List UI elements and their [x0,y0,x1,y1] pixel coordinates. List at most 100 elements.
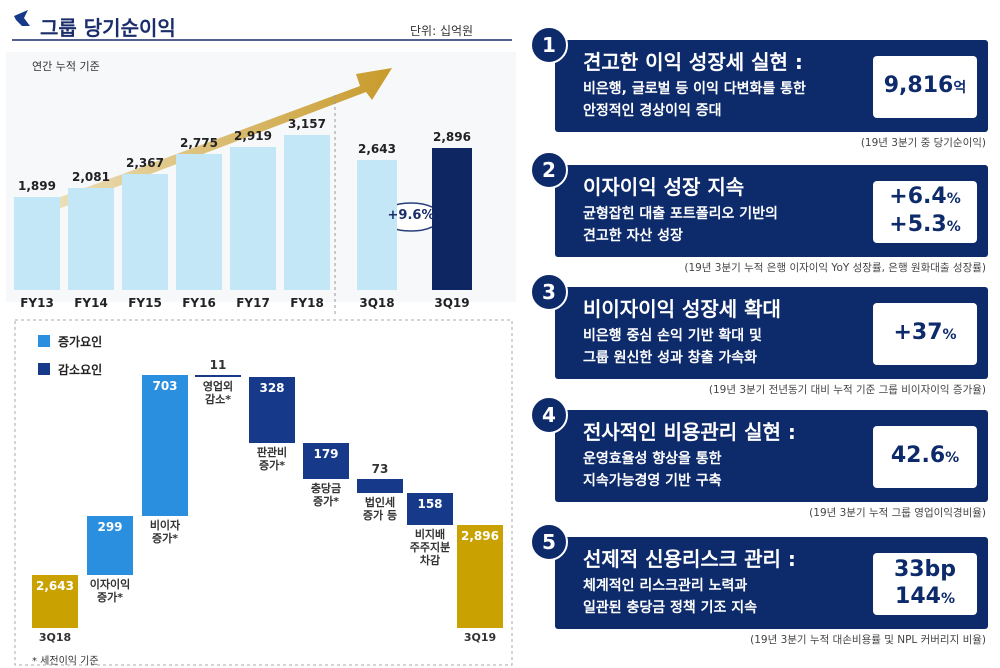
bar [432,148,472,290]
footnote: * 세전이익 기준 [32,656,99,667]
card: 견고한 이익 성장세 실현 : 비은행, 글로벌 등 이익 다변화를 통한 안정적… [555,40,988,132]
card-note: (19년 3분기 누적 은행 이자이익 YoY 성장률, 은행 원화대출 성장률… [684,262,986,274]
value-label: 1,899 [18,178,56,193]
bar [14,196,60,290]
card-note: (19년 3분기 전년동기 대비 누적 기준 그룹 비이자이익 증가율) [708,384,986,396]
step-number: 2 [542,158,556,182]
value-label: 3,157 [288,117,326,132]
value-row: 144% [895,584,955,612]
value-unit: 억 [953,80,967,96]
value-label: 179 [313,446,339,461]
card-description: 비은행, 글로벌 등 이익 다변화를 통한 안정적인 경상이익 증대 [583,81,806,119]
step-number: 4 [542,403,556,427]
card-description: 균형잡힌 대출 포트폴리오 기반의 견고한 자산 성장 [583,206,778,244]
value-label: 11 [209,358,227,372]
value-unit: % [946,219,961,235]
step-number: 1 [542,33,556,57]
unit: 단위: 십억원 [410,24,474,38]
value-label: 2,919 [234,128,272,143]
card-description: 운영효율성 향상을 통한 지속가능경영 기반 구축 [583,451,722,489]
x-tick-label: FY17 [236,296,270,310]
waterfall-panel [14,319,513,666]
value-number: +37 [893,320,943,345]
logo-icon [14,10,30,26]
step-number: 3 [542,280,556,304]
x-tick-label: FY13 [20,296,54,310]
bar [176,154,222,290]
value-number: 144 [895,583,941,609]
x-tick-label: FY15 [128,296,162,310]
value-label: 2,896 [461,528,499,543]
x-tick-label: 3Q19 [434,296,470,310]
value-row: 33bp [894,557,956,584]
value-row: 42.6% [891,443,959,471]
x-tick-label: 법인세 증가 등 [362,496,398,523]
step-number: 5 [542,530,556,554]
value-row: 9,816억 [884,73,966,101]
value-row: +6.4% [889,184,960,212]
x-tick-label: 판관비 증가* [256,445,288,472]
value-label: 73 [371,461,389,476]
legend-label: 증가요인 [58,335,103,349]
waterfall-bar [142,375,188,516]
subtitle: 연간 누적 기준 [32,60,100,73]
card-title: 견고한 이익 성장세 실현 : [583,50,803,74]
x-tick-label: 충당금 증가* [310,481,342,508]
bar [122,174,168,290]
bar [284,135,330,290]
value-label: 2,896 [433,130,471,145]
value-box: 9,816억 [873,56,977,118]
value-number: 33bp [893,556,957,582]
x-tick-label: FY16 [182,296,216,310]
waterfall-bar [32,575,78,628]
value-label: 328 [259,381,285,396]
value-label: 703 [152,379,178,393]
card-description: 비은행 중심 손익 기반 확대 및 그룹 원신한 성과 창출 가속화 [583,328,762,366]
value-label: 2,643 [36,579,74,594]
card-title: 전사적인 비용관리 실현 : [583,420,796,444]
x-tick-label: FY14 [74,296,108,310]
step-badge: 3 [530,273,568,311]
waterfall-bar [457,524,503,628]
value-unit: % [946,191,961,207]
value-unit: % [942,327,957,343]
value-label: 2,081 [72,170,110,185]
waterfall-bar [407,493,453,525]
value-row: +5.3% [889,212,960,240]
value-number: 42.6 [890,443,946,468]
waterfall-bar [303,442,349,479]
card: 전사적인 비용관리 실현 : 운영효율성 향상을 통한 지속가능경영 기반 구축 4… [555,410,988,502]
annotation: +9.6% [387,208,435,223]
x-tick-label: 이자이익 증가* [89,578,131,605]
value-label: 158 [417,497,443,512]
value-box: +6.4% +5.3% [873,181,977,243]
x-tick-label: 3Q19 [463,631,497,644]
card-title: 선제적 신용리스크 관리 : [583,547,796,571]
value-label: 299 [97,519,123,534]
value-box: 42.6% [873,426,977,488]
x-tick-label: 비이자 증가* [149,518,181,545]
x-tick-label: 3Q18 [359,296,395,310]
card-description: 체계적인 리스크관리 노력과 일관된 충당금 정책 기조 지속 [583,578,758,616]
legend-label: 감소요인 [58,363,103,377]
step-badge: 4 [530,396,568,434]
card: 선제적 신용리스크 관리 : 체계적인 리스크관리 노력과 일관된 충당금 정책 … [555,537,988,629]
bar [357,160,397,290]
value-unit: % [945,450,960,466]
card-title: 이자이익 성장 지속 [583,175,745,199]
card-note: (19년 3분기 중 당기순이익) [860,137,986,149]
value-label: 2,775 [180,136,218,151]
bar [68,188,114,290]
waterfall-bar [87,515,133,576]
value-number: +6.4 [889,184,947,209]
x-tick-label: 영업외 감소* [202,380,234,407]
card-title: 비이자이익 성장세 확대 [583,297,781,321]
x-tick-label: FY18 [290,296,324,310]
waterfall-bar [249,377,295,443]
value-label: 2,643 [358,142,396,157]
x-tick-label: 비지배 주주지분 차감 [409,527,451,567]
legend-swatch [38,335,50,347]
legend-swatch [38,363,50,375]
